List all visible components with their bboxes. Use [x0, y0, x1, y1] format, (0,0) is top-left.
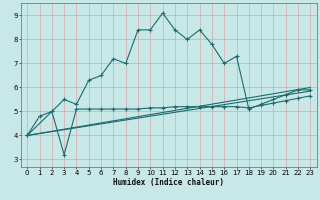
X-axis label: Humidex (Indice chaleur): Humidex (Indice chaleur) [113, 178, 224, 187]
